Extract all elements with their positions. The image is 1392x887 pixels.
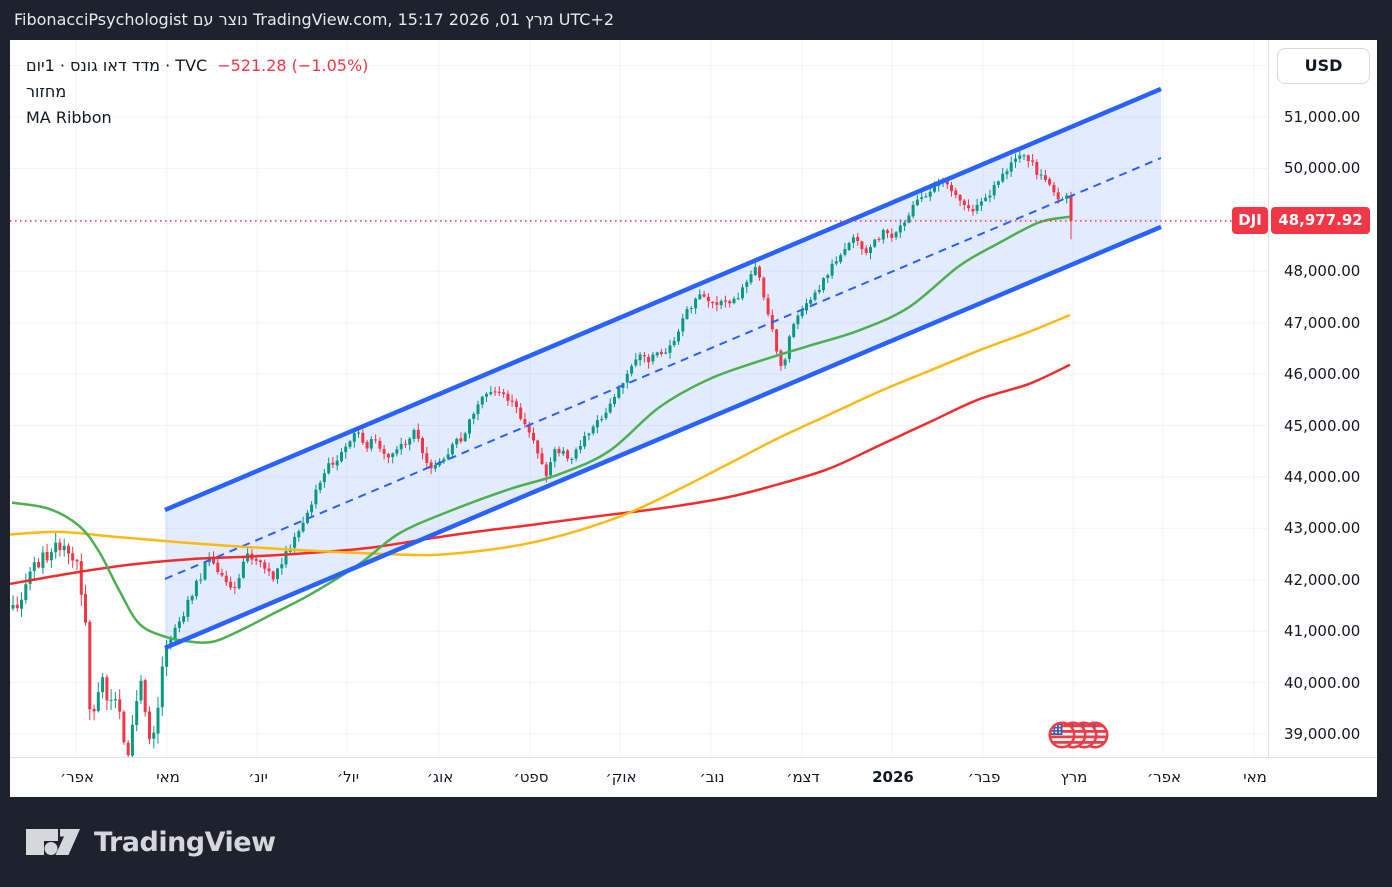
price-axis[interactable]: USD 48,977.92 51,000.00 50,000.00 48,000.0…	[1268, 40, 1377, 757]
time-axis-label: נוב׳	[699, 768, 725, 786]
chart-legend: מדד דאו גונס · 1יום · TVC −521.28 (−1.05%…	[26, 53, 368, 131]
price-axis-label: 51,000.00	[1284, 108, 1361, 126]
price-change: −521.28 (−1.05%)	[217, 56, 369, 75]
chart-plot-area[interactable]: מדד דאו גונס · 1יום · TVC −521.28 (−1.05%…	[10, 40, 1268, 757]
price-axis-label: 44,000.00	[1284, 468, 1361, 486]
tradingview-logo-icon	[26, 829, 80, 855]
price-axis-label: 45,000.00	[1284, 417, 1361, 435]
channel-lower-line[interactable]	[164, 224, 1162, 651]
time-axis-label: אפר׳	[1146, 768, 1182, 786]
ma-ribbon-label: MA Ribbon	[26, 108, 112, 127]
time-axis-label: מרץ	[1060, 768, 1088, 786]
time-axis-label: ספט׳	[513, 768, 549, 786]
price-axis-label: 39,000.00	[1284, 725, 1361, 743]
price-axis-label: 43,000.00	[1284, 519, 1361, 537]
price-axis-label: 42,000.00	[1284, 571, 1361, 589]
tradingview-logo-text: TradingView	[94, 826, 276, 858]
chart-panel: מדד דאו גונס · 1יום · TVC −521.28 (−1.05%…	[10, 40, 1377, 797]
ma-fast-line[interactable]	[11, 215, 1071, 644]
time-axis-label: פבר׳	[967, 768, 1001, 786]
price-axis-label: 40,000.00	[1284, 674, 1361, 692]
price-axis-label: 47,000.00	[1284, 314, 1361, 332]
symbol-badge: DJI	[1232, 207, 1268, 234]
tradingview-logo[interactable]: TradingView	[24, 822, 276, 862]
time-axis[interactable]: אפר׳ מאי יונ׳ יול׳ אוג׳ ספט׳ אוק׳ נוב׳ דצמ׳ 2026 פ…	[10, 757, 1377, 797]
time-axis-label: 2026	[872, 768, 914, 786]
volume-label: מחזור	[26, 82, 67, 101]
channel-midline[interactable]	[164, 157, 1162, 580]
time-axis-label: דצמ׳	[786, 768, 820, 786]
time-axis-label: אוק׳	[605, 768, 637, 786]
snapshot-titlebar: FibonacciPsychologist נוצר עם TradingVie…	[0, 0, 1392, 40]
ma-slow-line[interactable]	[10, 363, 1071, 586]
regression-channel-fill	[165, 88, 1161, 648]
legend-symbol-row[interactable]: מדד דאו גונס · 1יום · TVC −521.28 (−1.05%…	[26, 53, 368, 79]
us-flag-stack-icon	[1048, 721, 1109, 749]
legend-ma-ribbon-row[interactable]: MA Ribbon	[26, 105, 368, 131]
snapshot-title: FibonacciPsychologist נוצר עם TradingVie…	[14, 10, 615, 29]
candlestick-chart	[10, 40, 1268, 757]
last-price-badge: 48,977.92	[1271, 207, 1370, 234]
footer-bar: TradingView	[0, 797, 1392, 887]
time-axis-label: מאי	[156, 768, 180, 786]
legend-volume-row[interactable]: מחזור	[26, 79, 368, 105]
time-axis-label: מאי	[1243, 768, 1267, 786]
currency-button[interactable]: USD	[1277, 48, 1370, 84]
time-axis-label: יונ׳	[248, 768, 268, 786]
price-axis-label: 41,000.00	[1284, 622, 1361, 640]
time-axis-label: אפר׳	[59, 768, 95, 786]
time-axis-label: יול׳	[336, 768, 360, 786]
time-axis-label: אוג׳	[426, 768, 454, 786]
channel-upper-line[interactable]	[164, 86, 1162, 513]
ma-mid-line[interactable]	[10, 313, 1071, 557]
candles	[11, 149, 1073, 757]
price-axis-label: 46,000.00	[1284, 365, 1361, 383]
symbol-title: מדד דאו גונס · 1יום · TVC	[26, 56, 208, 75]
price-axis-label: 50,000.00	[1284, 159, 1361, 177]
price-axis-label: 48,000.00	[1284, 262, 1361, 280]
